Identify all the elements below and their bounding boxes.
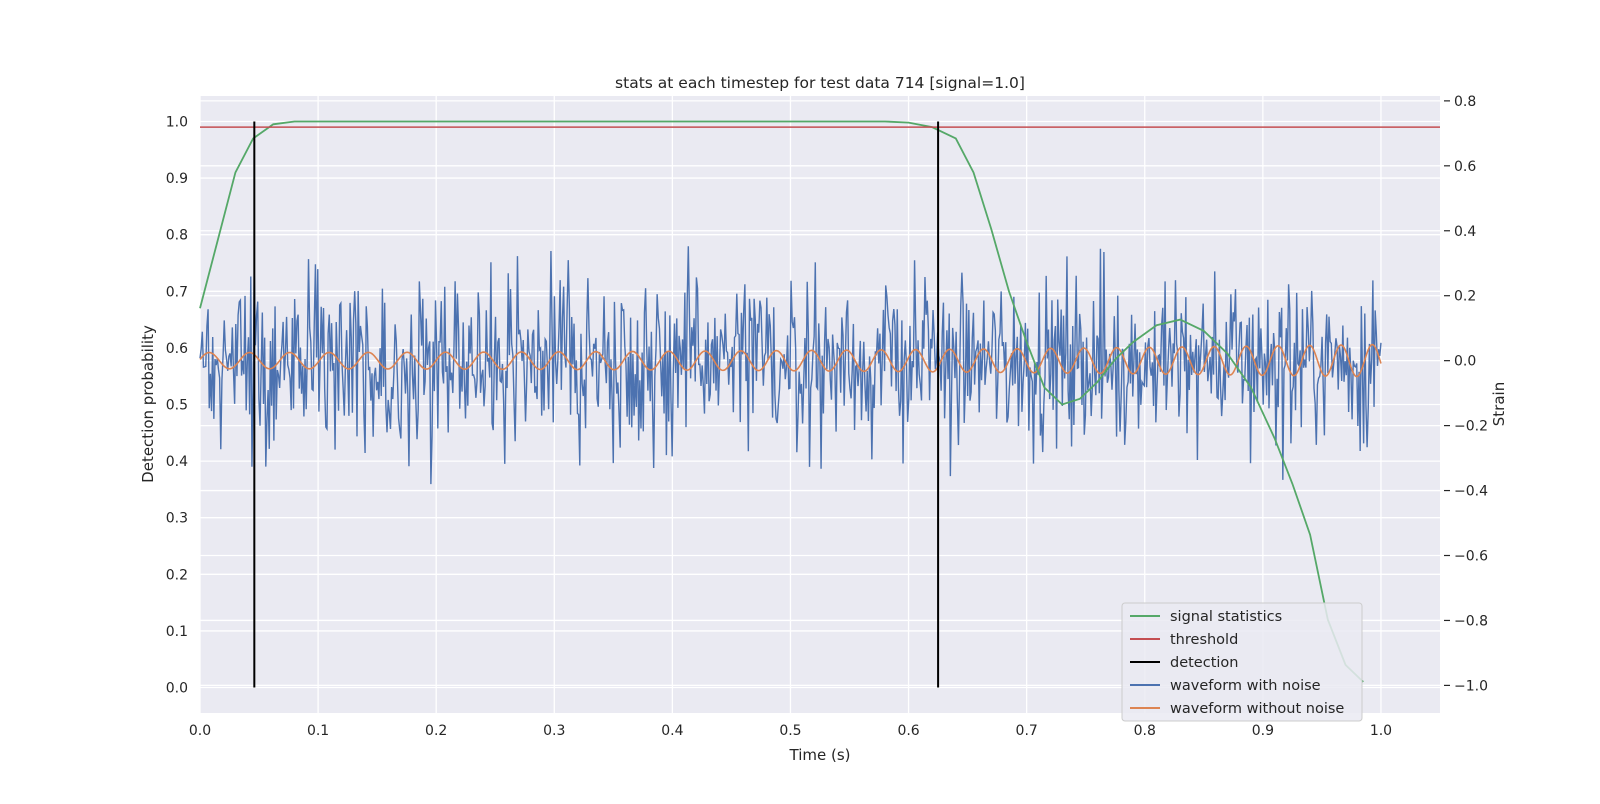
y-left-tick-label: 0.5	[166, 398, 188, 414]
y-right-tick-label: 0.6	[1454, 159, 1476, 175]
x-tick-label: 0.9	[1252, 723, 1274, 739]
y-right-tick-label: −0.6	[1454, 549, 1488, 565]
y-left-tick-label: 0.6	[166, 341, 188, 357]
y-axis-right-label: Strain	[1490, 382, 1508, 426]
y-left-tick-label: 0.8	[166, 228, 188, 244]
x-tick-label: 0.2	[425, 723, 447, 739]
series-signal-statistics	[199, 120, 1364, 683]
y-left-tick-label: 0.2	[166, 567, 188, 583]
y-right-tick-label: −0.4	[1454, 484, 1488, 500]
tick-labels: 0.0 0.1 0.2 0.3 0.4 0.5 0.6 0.7 0.8 0.9 1.0 0.0 0.1 0…	[166, 94, 1488, 739]
y-left-tick-label: 0.4	[166, 454, 188, 470]
chart-title: stats at each timestep for test data 714…	[615, 74, 1025, 92]
y-right-tick-label: −0.2	[1454, 419, 1488, 435]
x-tick-label: 0.0	[189, 723, 211, 739]
y-axis-left-label: Detection probability	[139, 325, 157, 483]
y-right-tick-label: −0.8	[1454, 613, 1488, 629]
series-waveform-with-noise	[199, 246, 1382, 485]
y-left-tick-label: 0.7	[166, 284, 188, 300]
series-layer	[199, 120, 1440, 688]
legend-label-detection: detection	[1170, 655, 1238, 671]
series-waveform-without-noise	[199, 343, 1382, 378]
legend: signal statistics threshold detection wa…	[1121, 602, 1363, 722]
legend-label-waveform-without-noise: waveform without noise	[1170, 701, 1344, 717]
y-right-tick-label: 0.0	[1454, 354, 1476, 370]
x-tick-label: 0.8	[1134, 723, 1156, 739]
y-right-tick-label: −1.0	[1454, 678, 1488, 694]
x-axis-label: Time (s)	[789, 746, 851, 764]
y-right-tick-label: 0.2	[1454, 289, 1476, 305]
y-left-tick-label: 0.1	[166, 624, 188, 640]
y-right-tick-label: 0.4	[1454, 224, 1476, 240]
x-tick-label: 1.0	[1370, 723, 1392, 739]
x-tick-label: 0.4	[661, 723, 683, 739]
legend-box	[1121, 602, 1363, 722]
x-tick-label: 0.1	[307, 723, 329, 739]
y-left-tick-label: 0.3	[166, 511, 188, 527]
legend-label-waveform-with-noise: waveform with noise	[1170, 678, 1321, 694]
x-tick-label: 0.6	[897, 723, 919, 739]
legend-label-threshold: threshold	[1170, 632, 1238, 648]
y-right-tick-label: 0.8	[1454, 94, 1476, 110]
y-left-tick-label: 1.0	[166, 114, 188, 130]
x-tick-label: 0.7	[1016, 723, 1038, 739]
legend-label-signal-statistics: signal statistics	[1170, 609, 1282, 625]
x-tick-label: 0.3	[543, 723, 565, 739]
y-left-tick-label: 0.0	[166, 681, 188, 697]
y-left-tick-label: 0.9	[166, 171, 188, 187]
x-tick-label: 0.5	[779, 723, 801, 739]
